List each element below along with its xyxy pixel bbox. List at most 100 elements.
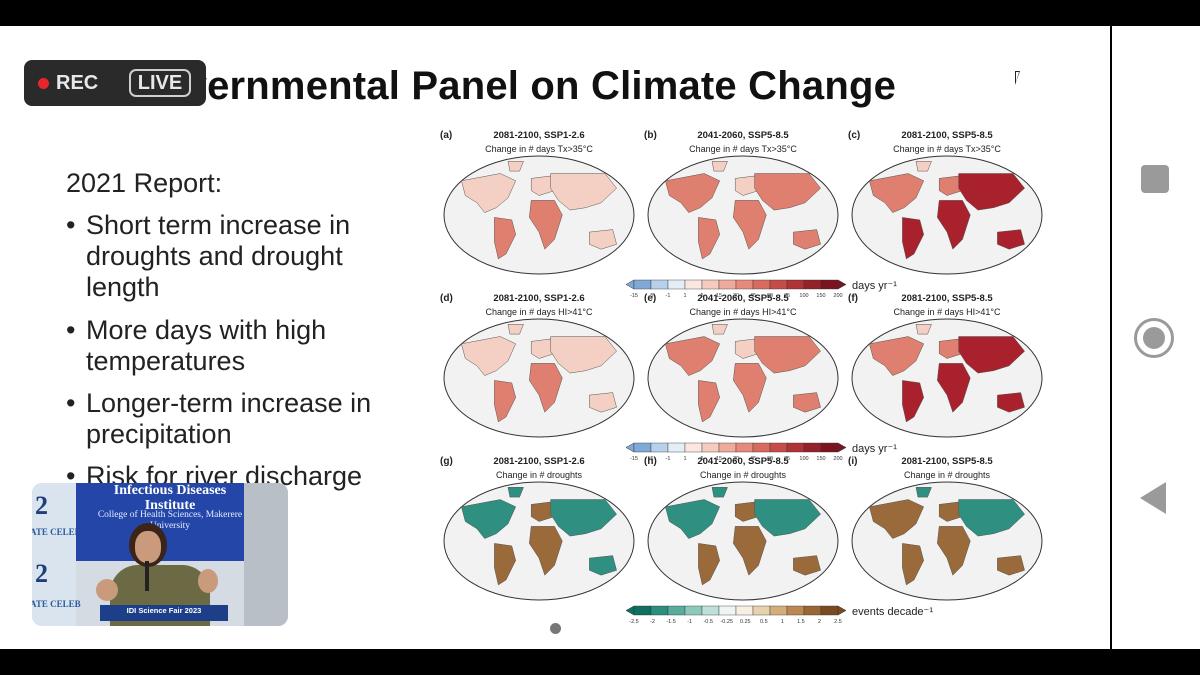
colorbar-segment: [718, 279, 737, 290]
continent-north-america: [869, 336, 925, 376]
bullet-text: Short term increase in droughts and drou…: [86, 210, 351, 302]
continent-greenland: [711, 324, 728, 335]
colorbar-tick: 1: [683, 456, 686, 462]
colorbar-segment: [718, 605, 737, 616]
map-body: [647, 155, 839, 275]
continent-europe: [938, 175, 963, 196]
continent-north-america: [869, 499, 925, 539]
continent-asia: [550, 173, 617, 211]
continent-greenland: [711, 487, 728, 498]
continent-north-america: [665, 173, 721, 213]
colorbar-segment: [684, 279, 703, 290]
continent-south-america: [902, 217, 924, 260]
continent-europe: [530, 501, 555, 522]
continent-asia: [550, 499, 617, 537]
bottom-bar: [0, 649, 1200, 675]
live-badge[interactable]: LIVE: [129, 69, 191, 97]
colorbar-segment: [633, 279, 652, 290]
panel-letter: (f): [848, 293, 858, 304]
institute-affiliation: College of Health Sciences, Makerere Uni…: [97, 510, 243, 531]
panel-letter: (c): [848, 130, 860, 141]
colorbar-segment: [718, 442, 737, 453]
colorbar-tick: 200: [833, 293, 842, 299]
back-icon[interactable]: [1136, 480, 1172, 516]
colorbar-segment: [752, 605, 771, 616]
speaker-hand: [198, 569, 218, 593]
colorbar-segment: [701, 279, 720, 290]
recent-apps-icon[interactable]: [1136, 160, 1172, 196]
panel-period: 2081-2100, SSP1-2.6: [493, 456, 584, 467]
colorbar-tick: 45: [750, 456, 756, 462]
colorbar-tick: 1: [683, 293, 686, 299]
map-panel: (c) 2081-2100, SSP5-8.5 Change in # days T…: [848, 130, 1043, 275]
colorbar-segment: [803, 279, 822, 290]
continent-asia: [958, 499, 1025, 537]
panel-metric: Change in # days Tx>35°C: [485, 144, 593, 154]
continent-africa: [733, 526, 767, 576]
colorbar-tick: 75: [784, 293, 790, 299]
colorbar-tick: 1.5: [797, 619, 805, 625]
continent-north-america: [461, 173, 517, 213]
map-body: [443, 481, 635, 601]
continent-europe: [734, 175, 759, 196]
colorbar-segment: [650, 442, 669, 453]
slide-title: overnmental Panel on Climate Change: [160, 64, 897, 108]
colorbar-tick: 150: [816, 456, 825, 462]
colorbar-arrow-left: [625, 442, 635, 453]
home-icon[interactable]: [1134, 318, 1174, 358]
continent-south-america: [494, 543, 516, 586]
continent-africa: [733, 200, 767, 250]
continent-asia: [754, 173, 821, 211]
panel-metric: Change in # droughts: [700, 470, 787, 480]
colorbar-segment: [684, 442, 703, 453]
speaker-face: [135, 531, 161, 563]
continent-asia: [754, 336, 821, 374]
colorbar-tick: -5: [649, 293, 654, 299]
continent-africa: [937, 363, 971, 413]
continent-australia: [793, 392, 821, 413]
microphone-icon: [145, 561, 149, 591]
colorbar-tick: -0.5: [703, 619, 712, 625]
recording-indicator[interactable]: REC LIVE: [24, 60, 206, 106]
panel-metric: Change in # days HI>41°C: [486, 307, 593, 317]
continent-australia: [997, 229, 1025, 250]
colorbar-segment: [633, 605, 652, 616]
bullet-dot: •: [66, 315, 76, 345]
continent-south-america: [698, 543, 720, 586]
panel-metric: Change in # days Tx>35°C: [689, 144, 797, 154]
status-bar: [0, 0, 1200, 26]
colorbar-segment: [769, 442, 788, 453]
colorbar-tick: 60: [767, 456, 773, 462]
panel-letter: (i): [848, 456, 857, 467]
panel-period: 2041-2060, SSP5-8.5: [697, 293, 789, 304]
panel-letter: (b): [644, 130, 657, 141]
colorbar-tick: 30: [733, 293, 739, 299]
panel-metric: Change in # days Tx>35°C: [893, 144, 1001, 154]
panel-period: 2041-2060, SSP5-8.5: [697, 456, 789, 467]
report-heading: 2021 Report:: [66, 168, 223, 198]
colorbar-tick: 0.5: [760, 619, 768, 625]
background-wall: [244, 483, 288, 626]
bullet-text: More days with high temperatures: [86, 315, 327, 376]
speaker-webcam-overlay[interactable]: 2 ATE CELEB 2 ATE CELEB Infectious Disea…: [32, 483, 288, 626]
speaker-hand: [96, 579, 118, 601]
colorbar-arrow-right: [837, 279, 847, 290]
continent-africa: [937, 200, 971, 250]
map-panel: (f) 2081-2100, SSP5-8.5 Change in # days H…: [848, 293, 1043, 438]
slide-page-indicator[interactable]: [550, 623, 561, 634]
colorbar-tick: 75: [784, 456, 790, 462]
continent-australia: [997, 555, 1025, 576]
colorbar-unit: days yr⁻¹: [852, 443, 897, 455]
colorbar-tick: 200: [833, 456, 842, 462]
continent-europe: [734, 501, 759, 522]
continent-australia: [589, 229, 617, 250]
panel-metric: Change in # days HI>41°C: [894, 307, 1001, 317]
map-body: [443, 318, 635, 438]
continent-south-america: [494, 380, 516, 423]
continent-europe: [938, 501, 963, 522]
colorbar-segment: [769, 279, 788, 290]
side-banner-text: ATE CELEB: [32, 527, 81, 537]
panel-letter: (g): [440, 456, 453, 467]
